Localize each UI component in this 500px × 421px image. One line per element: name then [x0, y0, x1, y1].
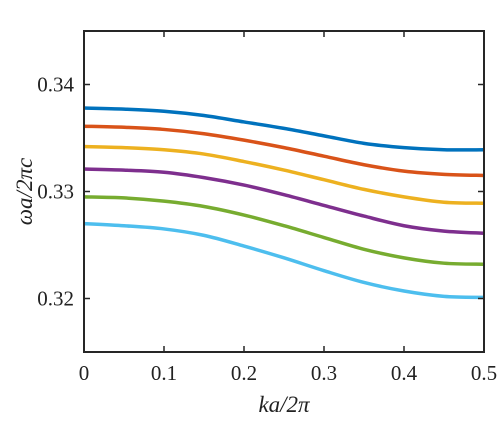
band-line-1 [83, 106, 485, 152]
band-line-3 [83, 144, 485, 206]
x-tick-label: 0 [79, 361, 90, 385]
band-line-4 [83, 167, 485, 235]
y-tick-label: 0.33 [37, 180, 74, 204]
x-tick-label: 0.2 [231, 361, 257, 385]
band-line-5 [83, 195, 485, 267]
series-layer [83, 106, 485, 300]
x-tick-label: 0.3 [311, 361, 337, 385]
x-tick-label: 0.4 [391, 361, 418, 385]
x-axis-title: ka/2π [258, 392, 311, 417]
y-tick-label: 0.34 [37, 73, 74, 97]
y-tick-label: 0.32 [37, 287, 74, 311]
x-tick-label: 0.5 [471, 361, 497, 385]
ticks-layer: 0 0.1 0.2 0.3 0.4 0.5 0.32 0.33 0.34 [37, 31, 497, 385]
band-line-2 [83, 124, 485, 178]
y-axis-title: ωa/2πc [12, 158, 37, 225]
plot-frame [83, 30, 485, 353]
band-line-6 [83, 221, 485, 300]
x-tick-label: 0.1 [151, 361, 177, 385]
